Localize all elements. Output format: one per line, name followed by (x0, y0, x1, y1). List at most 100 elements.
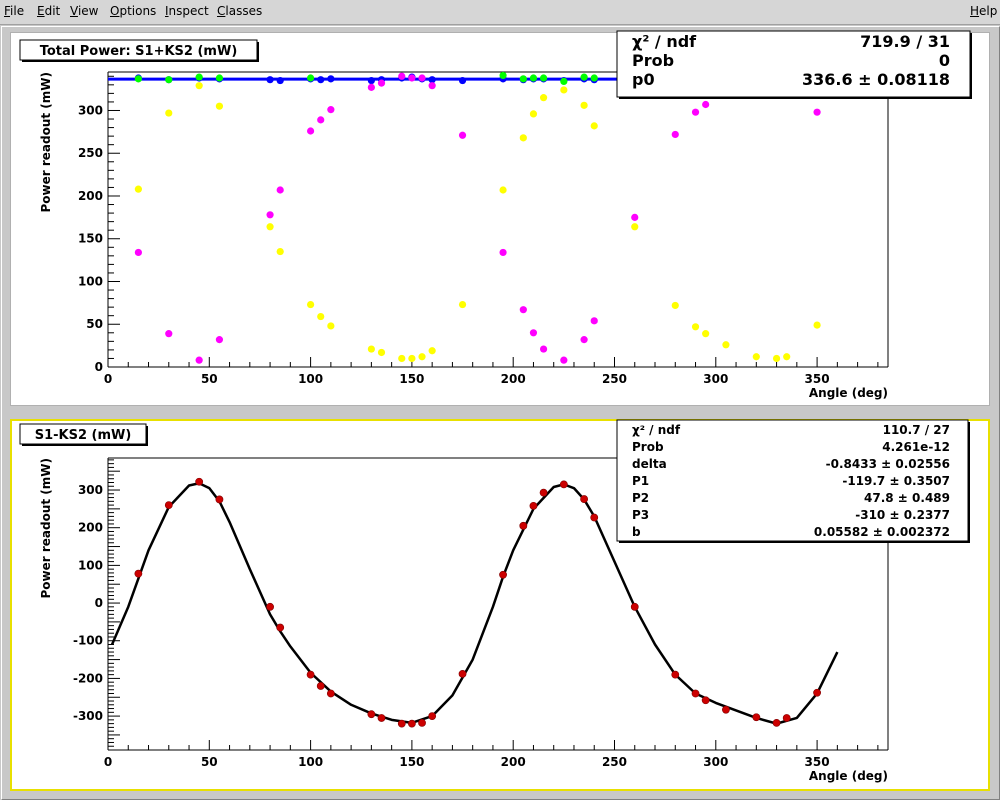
x-axis-label: Angle (deg) (809, 386, 888, 400)
y-tick-label: 50 (86, 317, 103, 331)
data-point (327, 322, 335, 330)
stats-label: p0 (632, 70, 655, 89)
data-point (519, 75, 527, 83)
data-point (326, 689, 335, 698)
menu-inspect[interactable]: Inspect (165, 4, 209, 18)
data-point (215, 495, 224, 504)
stats-box (616, 30, 971, 98)
y-tick-label: 150 (78, 232, 103, 246)
chart-title: S1-KS2 (mW) (35, 428, 132, 443)
y-tick-label: 100 (78, 274, 103, 288)
data-point (499, 570, 507, 579)
data-point (377, 348, 386, 357)
stats-value: 47.8 ± 0.489 (864, 491, 950, 505)
x-tick-label: 0 (104, 755, 112, 769)
x-tick-label: 100 (298, 755, 323, 769)
data-point (590, 74, 598, 82)
x-tick-label: 350 (805, 372, 830, 386)
y-tick-label: -100 (73, 634, 103, 648)
stats-label: P2 (632, 491, 649, 505)
stats-label: χ² / ndf (632, 423, 681, 437)
chart-1: 0 50 100 150 200 250 300 350 0 50 100 150 200 250 300 A… (19, 30, 972, 400)
data-point (691, 689, 700, 698)
stats-value: -0.8433 ± 0.02556 (826, 457, 950, 471)
x-tick-label: 0 (104, 372, 112, 386)
menu-classes[interactable]: Classes (217, 4, 263, 18)
data-point (529, 110, 538, 118)
stats-value: 110.7 / 27 (883, 423, 950, 437)
stats-value: -119.7 ± 0.3507 (842, 474, 950, 488)
data-point (631, 223, 639, 231)
x-tick-label: 300 (703, 372, 728, 386)
menu-view[interactable]: View (70, 4, 99, 18)
data-point (367, 76, 375, 85)
data-point (701, 696, 710, 705)
data-point (539, 94, 548, 102)
data-point (266, 76, 274, 84)
data-point (590, 122, 598, 130)
x-tick-label: 150 (399, 372, 424, 386)
data-point (134, 185, 142, 193)
stats-value: 719.9 / 31 (860, 32, 950, 51)
y-tick-label: 200 (78, 189, 103, 203)
data-point (560, 86, 568, 94)
menu-edit[interactable]: Edit (37, 4, 61, 18)
y-tick-label: 250 (78, 146, 103, 160)
data-point (276, 247, 284, 256)
data-point (630, 602, 639, 611)
data-point (458, 300, 467, 309)
stats-label: Prob (632, 440, 664, 454)
data-point (418, 353, 426, 361)
menu-help[interactable]: Help (970, 4, 998, 18)
data-point (306, 74, 315, 82)
data-point (408, 74, 416, 82)
data-point (215, 102, 224, 110)
data-point (813, 321, 821, 329)
data-point (134, 569, 143, 578)
data-point (377, 714, 386, 722)
data-point (519, 134, 527, 142)
menu-options[interactable]: Options (110, 4, 157, 18)
data-point (772, 354, 781, 363)
x-tick-label: 350 (805, 755, 830, 769)
data-point (317, 312, 325, 321)
data-point (306, 670, 315, 679)
data-point (631, 213, 639, 221)
data-point (408, 354, 416, 363)
data-point (327, 75, 335, 83)
data-point (691, 108, 700, 116)
data-point (813, 108, 821, 116)
data-point (499, 186, 507, 194)
data-point (458, 76, 467, 85)
y-axis-label: Power readout (mW) (39, 458, 53, 599)
stats-value: 336.6 ± 0.08118 (802, 70, 950, 89)
data-point (428, 347, 436, 355)
data-point (398, 72, 406, 80)
data-point (418, 718, 426, 727)
menu-file[interactable]: File (4, 4, 25, 18)
data-point (276, 76, 284, 85)
data-point (752, 353, 760, 361)
x-tick-label: 200 (501, 372, 526, 386)
data-point (691, 323, 700, 331)
data-point (529, 329, 538, 337)
data-point (367, 345, 375, 353)
data-point (306, 300, 315, 309)
chart-2: 0 50 100 150 200 250 300 350 -300 -200 -100 0 100 200… (19, 419, 970, 783)
data-point (377, 79, 386, 87)
x-tick-label: 250 (602, 755, 627, 769)
x-axis-label: Angle (deg) (809, 769, 888, 783)
data-point (782, 714, 791, 722)
data-point (215, 74, 224, 82)
data-point (752, 713, 761, 722)
data-point (195, 356, 203, 364)
data-point (306, 127, 315, 135)
data-point (671, 130, 679, 139)
data-point (215, 336, 224, 344)
x-tick-label: 50 (201, 372, 218, 386)
data-point (266, 602, 274, 611)
data-point (418, 74, 426, 82)
data-point (428, 82, 436, 90)
data-point (813, 688, 821, 697)
stats-label: Prob (632, 51, 674, 70)
